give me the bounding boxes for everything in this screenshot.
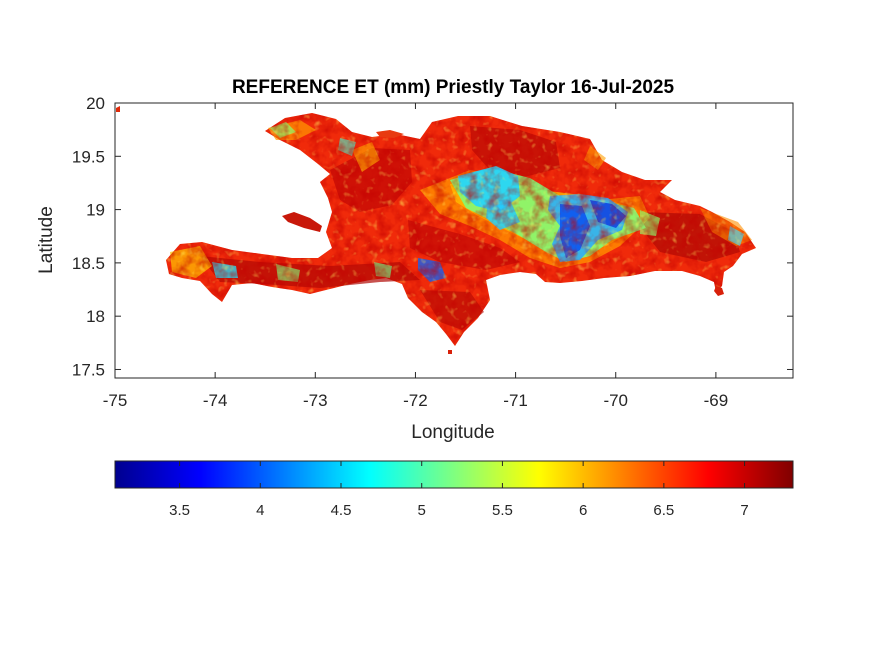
y-tick-label: 20 [86,94,105,113]
colorbar-tick-label: 5 [418,502,426,519]
y-tick-label: 17.5 [72,360,105,379]
colorbar-tick-label: 4.5 [331,502,352,519]
y-axis-label: Latitude [36,206,57,274]
hispaniola-heatmap [116,106,756,354]
ile-de-la-gonave [282,212,322,232]
y-tick-label: 19 [86,201,105,220]
x-tick-label: -73 [303,391,328,410]
x-tick-label: -70 [603,391,628,410]
x-tick-label: -75 [103,391,128,410]
colorbar: 3.5 4 4.5 5 5.5 6 6.5 7 [114,460,794,519]
axes-box [114,102,794,379]
x-tick-label: -74 [203,391,228,410]
colorbar-tick-label: 7 [740,502,748,519]
x-tick-label: -71 [503,391,528,410]
colorbar-tick-label: 5.5 [492,502,513,519]
y-tick-label: 19.5 [72,147,105,166]
plot-area [115,103,793,378]
y-tick-label: 18.5 [72,254,105,273]
x-tick-label: -72 [403,391,428,410]
map-title: REFERENCE ET (mm) Priestly Taylor 16-Jul… [232,77,674,98]
colorbar-tick-label: 3.5 [169,502,190,519]
colorbar-ticks: 3.5 4 4.5 5 5.5 6 6.5 7 [169,461,749,519]
y-tick-label: 18 [86,307,105,326]
colorbar-tick-label: 6 [579,502,587,519]
x-axis-label: Longitude [411,422,494,443]
isla-saona [714,286,724,296]
isla-beata [448,350,452,354]
colorbar-gradient [114,460,794,489]
x-axis: -75 -74 -73 -72 -71 -70 -69 [103,103,728,410]
ile-de-la-tortue [376,130,404,138]
y-axis: 17.5 18 18.5 19 19.5 20 [72,94,793,379]
colorbar-tick-label: 6.5 [653,502,674,519]
navassa-island [116,106,120,112]
x-tick-label: -69 [704,391,729,410]
colorbar-tick-label: 4 [256,502,264,519]
